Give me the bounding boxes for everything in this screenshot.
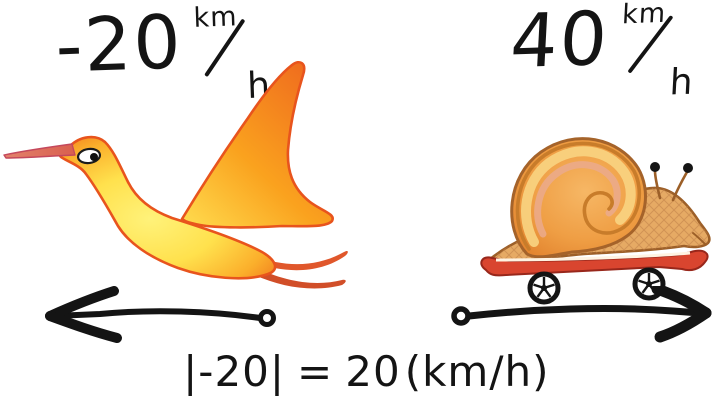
- absolute-value-formula: |-20| = 20(km/h): [183, 347, 549, 396]
- arrow-shaft: [465, 305, 704, 320]
- right-arrow: [451, 286, 712, 343]
- bird-beak: [3, 143, 76, 159]
- arrow-origin-ring: [258, 309, 276, 327]
- snail-eye: [650, 162, 660, 172]
- formula-lhs: |-20|: [183, 347, 286, 396]
- formula-equals: =: [297, 347, 334, 396]
- snail-shell-band-light: [521, 146, 636, 247]
- snail-speed-unit: km h: [614, 0, 697, 104]
- snail-on-skateboard-icon: [480, 137, 711, 305]
- left-arrow: [45, 286, 276, 343]
- snail-shell-band-pink: [534, 161, 621, 238]
- arrow-head: [45, 311, 122, 343]
- skateboard-wheel-front: [632, 267, 666, 301]
- skateboard-deck-top-edge: [495, 251, 691, 262]
- snail-mouth: [692, 232, 706, 245]
- snail-eye: [683, 163, 693, 173]
- snail-eyestalk: [671, 170, 689, 202]
- snail-shell-spiral: [515, 141, 642, 251]
- flying-bird-icon: [3, 61, 348, 289]
- snail-eyestalk: [653, 169, 662, 200]
- skateboard-wheel-rear: [527, 271, 561, 305]
- snail-speed-label: 40 km h: [507, 0, 697, 105]
- unit-denominator-h: h: [668, 61, 694, 104]
- unit-numerator-km: km: [621, 0, 667, 31]
- formula-result: 20: [345, 347, 401, 396]
- formula-unit: (km/h): [404, 347, 550, 396]
- bird-wing: [180, 61, 334, 229]
- snail-speed-value: 40: [508, 0, 612, 86]
- bird-pupil: [90, 153, 98, 161]
- arrow-head: [654, 307, 712, 343]
- bird-body: [58, 135, 277, 280]
- arrow-shaft: [51, 308, 263, 321]
- unit-numerator-km: km: [193, 1, 239, 34]
